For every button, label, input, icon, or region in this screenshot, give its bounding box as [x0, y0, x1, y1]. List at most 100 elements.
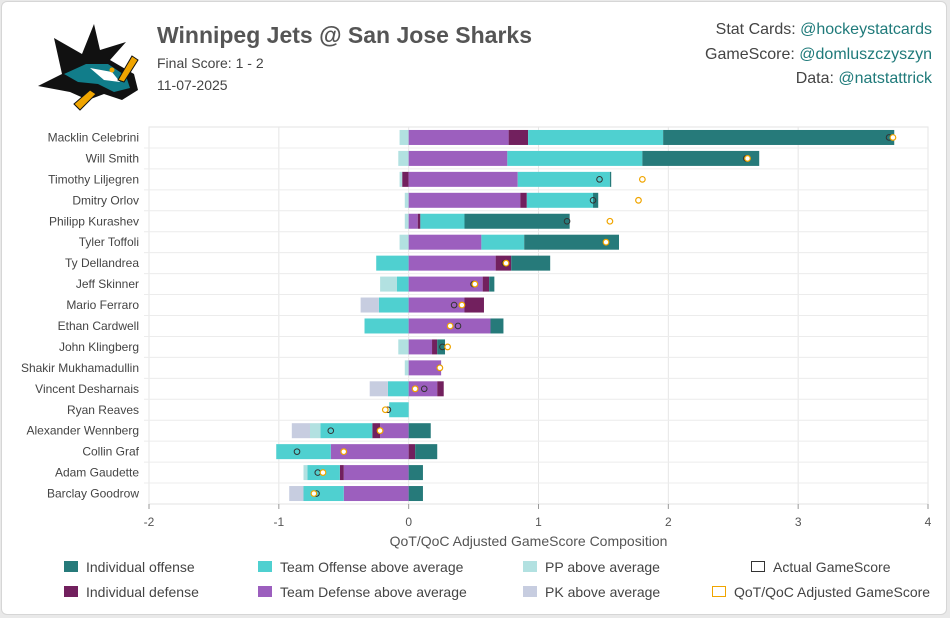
bar-ind-off	[663, 129, 895, 145]
x-tick-label: 3	[795, 515, 802, 529]
bar-pp	[399, 171, 403, 187]
bar-pp	[404, 192, 409, 208]
bar-team-off	[303, 486, 344, 502]
player-name: Ty Dellandrea	[65, 256, 139, 270]
adjusted-gamescore-marker	[319, 469, 327, 476]
x-tick-label: 2	[665, 515, 672, 529]
credit-handle[interactable]: @hockeystatcards	[800, 21, 932, 38]
bar-ind-def	[408, 444, 416, 460]
adjusted-gamescore-marker	[458, 301, 466, 309]
player-name: Jeff Skinner	[76, 277, 139, 291]
adjusted-gamescore-marker	[381, 406, 389, 414]
bar-pp	[380, 276, 397, 292]
legend-label: PK above average	[545, 584, 661, 600]
bar-pp	[404, 213, 409, 229]
bar-ind-off	[408, 486, 423, 502]
bar-pp	[309, 423, 321, 439]
credit-handle[interactable]: @natstattrick	[838, 70, 932, 87]
legend-swatch	[523, 561, 537, 572]
x-axis-label: QoT/QoC Adjusted GameScore Composition	[390, 533, 668, 549]
bar-ind-off	[490, 318, 504, 334]
bar-ind-off	[408, 423, 431, 439]
adjusted-gamescore-marker	[340, 448, 348, 456]
legend-label: Team Offense above average	[280, 559, 464, 575]
bar-pp	[399, 234, 409, 250]
actual-gamescore-marker	[293, 448, 301, 455]
player-name: Collin Graf	[82, 445, 139, 459]
bar-team-def	[408, 297, 465, 313]
bar-team-off	[387, 381, 409, 397]
player-name: Dmitry Orlov	[72, 193, 139, 207]
bar-team-off	[517, 171, 610, 187]
legend-swatch	[64, 586, 78, 597]
bar-pk	[369, 381, 388, 397]
adjusted-gamescore-marker	[602, 238, 610, 246]
bar-ind-off	[489, 276, 495, 292]
bar-team-def	[408, 129, 509, 145]
bar-ind-def	[402, 171, 409, 187]
sharks-logo-icon	[38, 24, 139, 111]
bar-team-def	[408, 339, 433, 355]
player-name: Will Smith	[86, 151, 139, 165]
bar-team-def	[343, 465, 409, 481]
player-name: Philipp Kurashev	[49, 214, 139, 228]
final-score: Final Score: 1 - 2	[157, 55, 264, 71]
player-name: Alexander Wennberg	[26, 424, 139, 438]
adjusted-gamescore-marker	[638, 175, 646, 183]
player-name: Ryan Reaves	[67, 403, 139, 417]
adjusted-gamescore-marker	[635, 196, 642, 204]
bar-ind-def	[339, 465, 344, 481]
actual-gamescore-marker	[589, 197, 597, 204]
adjusted-gamescore-marker	[444, 343, 452, 351]
credit-stat-cards: Stat Cards: @hockeystatcards	[715, 21, 932, 38]
legend-swatch	[258, 561, 272, 572]
bar-team-off	[320, 423, 373, 439]
bar-ind-def	[372, 423, 381, 439]
bar-ind-off	[511, 255, 551, 271]
adjusted-gamescore-marker	[436, 364, 444, 372]
bar-team-def	[408, 234, 482, 250]
credit-handle[interactable]: @domluszczyszyn	[799, 45, 932, 63]
adjusted-gamescore-marker	[744, 155, 751, 162]
player-name: Macklin Celebrini	[48, 130, 139, 144]
bar-ind-def	[482, 276, 490, 292]
x-tick-label: -1	[273, 515, 284, 529]
bar-team-off	[276, 444, 331, 460]
player-name: Shakir Mukhamadullin	[21, 361, 139, 375]
bar-team-def	[408, 171, 518, 187]
actual-gamescore-marker	[327, 427, 335, 434]
adjusted-gamescore-marker	[889, 134, 897, 141]
adjusted-gamescore-marker	[471, 280, 479, 288]
legend-label: PP above average	[545, 559, 660, 575]
player-name: Timothy Liljegren	[48, 172, 139, 186]
bar-ind-off	[464, 213, 570, 229]
adjusted-gamescore-marker	[446, 322, 454, 330]
bar-team-off	[396, 276, 409, 292]
bar-pk	[289, 486, 304, 502]
bar-team-off	[526, 192, 594, 208]
bar-pp	[404, 360, 409, 376]
bar-team-def	[408, 381, 438, 397]
bar-pp	[399, 129, 409, 145]
bar-pp	[398, 150, 409, 166]
bar-team-def	[408, 255, 496, 271]
legend-swatch	[751, 561, 765, 572]
actual-gamescore-marker	[596, 176, 603, 183]
bar-team-off	[507, 150, 643, 166]
legend-label: Actual GameScore	[773, 559, 891, 575]
adjusted-gamescore-marker	[411, 385, 419, 393]
legend-label: QoT/QoC Adjusted GameScore	[734, 584, 931, 600]
bar-team-def	[330, 444, 409, 460]
player-name: Ethan Cardwell	[58, 319, 139, 333]
bar-ind-def	[464, 297, 484, 313]
actual-gamescore-marker	[563, 217, 571, 225]
player-name: Barclay Goodrow	[47, 487, 139, 501]
bar-team-off	[389, 402, 409, 418]
player-name: John Klingberg	[59, 340, 139, 354]
bar-ind-off	[437, 339, 446, 355]
player-name: Tyler Toffoli	[79, 235, 139, 249]
bar-ind-off	[642, 150, 760, 166]
bar-ind-def	[417, 213, 421, 229]
bar-ind-off	[609, 171, 612, 187]
adjusted-gamescore-marker	[502, 259, 510, 267]
